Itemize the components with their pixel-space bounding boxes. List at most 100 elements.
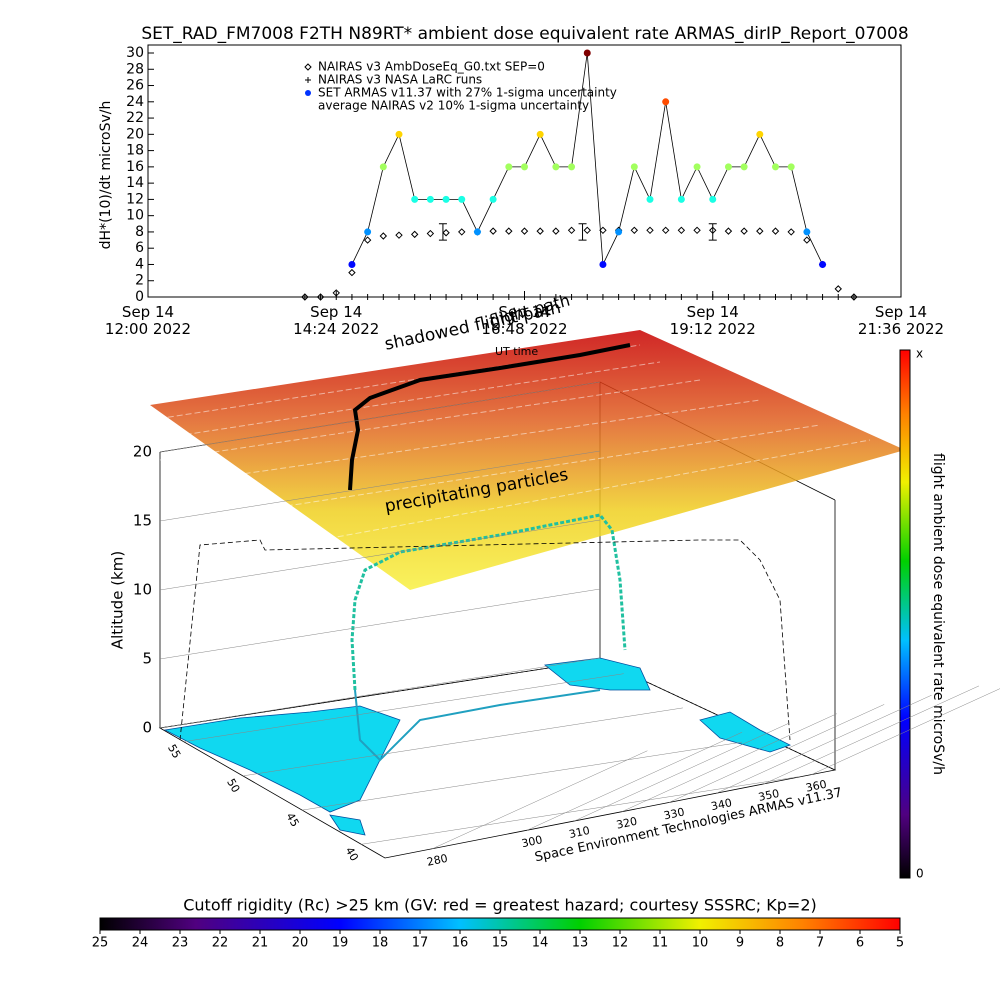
annotation: UT time [495, 345, 538, 358]
data-point [850, 294, 857, 300]
z-tick-label: 0 [142, 719, 152, 737]
data-point [520, 227, 529, 235]
data-point [709, 195, 717, 203]
data-point [458, 195, 466, 203]
data-point [756, 294, 763, 300]
legend-symbol [305, 77, 311, 83]
vertical-colorbar [899, 349, 911, 879]
data-point [615, 228, 623, 236]
x-tick-label: Sep 14 21:36 2022 [857, 303, 945, 338]
data-point [740, 227, 748, 235]
data-point [301, 294, 308, 300]
colorbar-tick-label: 24 [132, 936, 149, 951]
data-point [599, 294, 606, 300]
colorbar-tick-label: 11 [652, 936, 669, 951]
colorbar-tick-label: 20 [292, 936, 309, 951]
error-bar [708, 223, 717, 241]
y-tick-label: 12 [126, 191, 144, 207]
data-point [317, 294, 324, 300]
legend-symbol [305, 90, 311, 96]
data-point [410, 230, 419, 239]
y-tick-label: 8 [135, 224, 144, 240]
legend-label: NAIRAS v3 AmbDoseEq_G0.txt SEP=0 [318, 60, 545, 74]
y-tick-label: 30 [126, 45, 144, 61]
data-point [615, 294, 622, 300]
y-tick-label: 18 [126, 143, 144, 159]
data-point [693, 226, 701, 235]
colorbar-tick-label: 10 [692, 936, 709, 951]
y-tick-label: 10 [126, 208, 144, 224]
data-point [803, 236, 811, 244]
y-tick-label: 50 [224, 776, 242, 795]
y-tick-label: 45 [283, 811, 301, 830]
colorbar-tick-label: 19 [332, 936, 349, 951]
data-point [630, 163, 638, 171]
x-grid [811, 688, 1000, 775]
data-point [396, 294, 402, 300]
data-point [584, 294, 591, 300]
colorbar-tick-label: 22 [212, 936, 229, 951]
data-point [489, 227, 497, 235]
data-point [740, 163, 748, 171]
data-point [662, 294, 669, 300]
data-point [646, 226, 654, 235]
data-point [788, 294, 795, 300]
data-point [363, 236, 372, 244]
data-point [427, 294, 434, 300]
z-tick-label: 20 [133, 443, 152, 461]
data-point [379, 163, 387, 171]
data-point [694, 294, 701, 300]
data-point [725, 294, 732, 300]
shadowed-track [348, 343, 631, 491]
data-point [803, 228, 811, 236]
y-tick-label: 26 [126, 78, 144, 94]
data-point [426, 195, 434, 203]
colorbar-tick-label: 12 [612, 936, 629, 951]
data-point [787, 228, 795, 236]
x-tick-label: Sep 14 19:12 2022 [669, 303, 756, 338]
data-point [631, 294, 638, 300]
x-tick-label: Sep 14 14:24 2022 [293, 303, 380, 338]
flight-track [350, 513, 627, 691]
z-tick-label: 10 [133, 581, 152, 599]
colorbar-tick-label: 5 [896, 936, 904, 951]
data-point [364, 228, 372, 236]
y-axis-label: dH*(10)/dt microSv/h [98, 101, 114, 250]
data-point [380, 294, 387, 300]
colorbar-tick-label: 18 [372, 936, 389, 951]
z-grid [159, 450, 601, 522]
y-grid [361, 776, 802, 845]
data-point [552, 163, 560, 171]
colorbar-tick-label: 0 [916, 867, 924, 881]
data-point [521, 294, 528, 300]
data-point [646, 195, 654, 203]
y-grid [183, 673, 624, 742]
x-tick-label: Sep 14 16:48 2022 [481, 303, 568, 338]
data-point [473, 228, 481, 236]
data-point [505, 163, 513, 171]
error-bar [438, 223, 447, 241]
data-point [724, 163, 732, 171]
data-point [678, 294, 685, 300]
legend-symbol [304, 63, 312, 71]
data-point [379, 232, 388, 240]
x-tick-label: 350 [757, 787, 780, 804]
data-point [772, 294, 779, 300]
x-grid [763, 685, 980, 785]
z-tick-label: 5 [142, 650, 152, 668]
y-grid [242, 707, 683, 777]
x-tick-label: 280 [426, 852, 449, 869]
data-point [834, 285, 842, 293]
data-point [599, 260, 607, 268]
data-point [693, 163, 701, 171]
data-point [348, 294, 355, 300]
data-point [630, 226, 639, 235]
colorbar-tick-label: 14 [532, 936, 549, 951]
y-tick-label: 0 [135, 289, 144, 305]
data-point [333, 294, 340, 300]
data-point [395, 130, 403, 138]
x-grid [621, 713, 837, 812]
chart-title: SET_RAD_FM7008 F2TH N89RT* ambient dose … [141, 24, 908, 44]
data-point [395, 231, 403, 239]
